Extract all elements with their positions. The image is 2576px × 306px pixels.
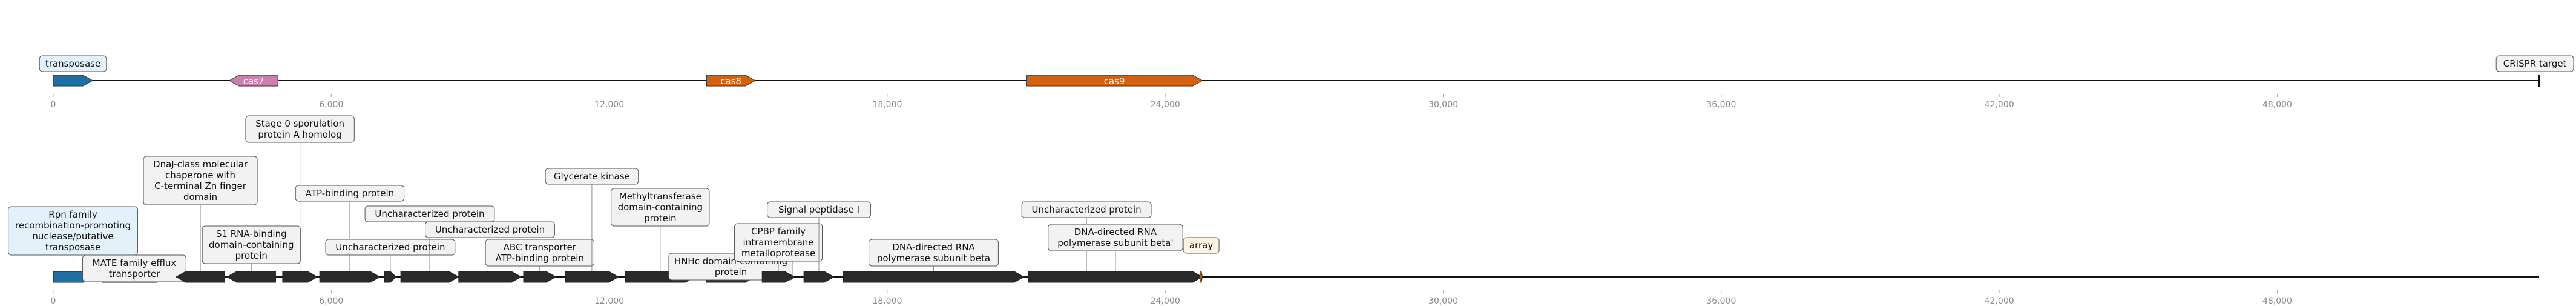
bottom-gene-5-label-text: ATP-binding protein (306, 188, 394, 199)
bottom-gene-5 (319, 271, 381, 283)
top-tick-label: 6,000 (319, 100, 343, 110)
crispr-target-label-box (2496, 55, 2574, 72)
bottom-gene-13-label-text: metalloprotease (741, 248, 815, 259)
bottom-gene-2 (175, 271, 225, 283)
bottom-gene-4 (282, 271, 318, 283)
bottom-gene-9-label-text: ATP-binding protein (496, 253, 584, 264)
bottom-gene-0-label-text: Rpn family (48, 209, 97, 220)
bottom-gene-3-label-text: domain-containing (209, 239, 294, 250)
top-tick-label: 24,000 (1151, 100, 1180, 110)
bottom-gene-9 (523, 271, 557, 283)
top-tick-label: 30,000 (1428, 100, 1458, 110)
top-tick-label: 48,000 (2262, 100, 2292, 110)
bottom-tick-label: 42,000 (1985, 296, 2014, 306)
bottom-gene-8-label-text: Uncharacterized protein (435, 224, 545, 235)
bottom-gene-14 (803, 271, 835, 283)
bottom-tick-label: 6,000 (319, 296, 343, 306)
bottom-gene-15 (843, 271, 1025, 283)
top-tick-label: 36,000 (1706, 100, 1736, 110)
bottom-gene-0-label-text: nuclease/putative (32, 231, 113, 242)
bottom-gene-0-label-text: transposase (45, 242, 100, 253)
top-tick-label: 42,000 (1985, 100, 2014, 110)
bottom-gene-8 (458, 271, 522, 283)
bottom-gene-11-label-text: domain-containing (618, 202, 703, 213)
bottom-gene-15-label-text: DNA-directed RNA (892, 242, 975, 253)
bottom-gene-10-label-text: Glycerate kinase (554, 171, 630, 182)
bottom-gene-16-label-text: Uncharacterized protein (1032, 204, 1142, 215)
bottom-tick-label: 12,000 (594, 296, 624, 306)
top-gene-transposase (53, 75, 94, 87)
bottom-gene-17 (1028, 271, 1203, 283)
bottom-tick-label: 30,000 (1428, 296, 1458, 306)
bottom-gene-0-label-text: recombination-promoting (15, 220, 131, 231)
bottom-tick-label: 48,000 (2262, 296, 2292, 306)
top-tick-label: 12,000 (594, 100, 624, 110)
bottom-gene-1-label-text: MATE family efflux (93, 258, 177, 268)
crispr-target-label-text: CRISPR target (2503, 58, 2567, 69)
bottom-gene-18 (1200, 271, 1203, 283)
bottom-tick-label: 36,000 (1706, 296, 1736, 306)
bottom-gene-3-label-text: S1 RNA-binding (216, 228, 287, 239)
top-gene-label-cas9: cas9 (1104, 76, 1125, 87)
bottom-gene-13-label-text: intramembrane (743, 237, 814, 248)
bottom-gene-13 (761, 271, 795, 283)
top-gene-label-cas8: cas8 (720, 76, 741, 87)
bottom-gene-10 (565, 271, 619, 283)
bottom-gene-6 (384, 271, 397, 283)
top-gene-cas8 (706, 75, 756, 87)
bottom-gene-18-label-text: array (1189, 240, 1213, 251)
top-transposase-label-text: transposase (45, 58, 100, 69)
bottom-gene-6-label-text: Uncharacterized protein (335, 242, 445, 253)
bottom-gene-2-label-text: DnaJ-class molecular (153, 159, 248, 170)
bottom-gene-2-label-text: domain (183, 191, 217, 202)
bottom-gene-9-label-text: ABC transporter (504, 242, 577, 253)
top-tick-label: 0 (51, 100, 56, 110)
bottom-gene-3 (226, 271, 276, 283)
bottom-gene-17-label-text: polymerase subunit beta' (1057, 238, 1173, 248)
bottom-tick-label: 18,000 (872, 296, 902, 306)
bottom-gene-11-label-text: protein (644, 213, 676, 224)
bottom-gene-7 (400, 271, 459, 283)
bottom-gene-2-label-text: chaperone with (165, 170, 235, 181)
bottom-gene-13-label-text: CPBP family (751, 226, 806, 237)
top-tick-label: 18,000 (872, 100, 902, 110)
top-gene-cas7 (228, 75, 278, 87)
bottom-gene-4-label-text: Stage 0 sporulation (255, 118, 344, 129)
bottom-gene-4-label-text: protein A homolog (258, 129, 341, 140)
bottom-tick-label: 24,000 (1151, 296, 1180, 306)
top-gene-label-cas7: cas7 (243, 76, 264, 87)
bottom-gene-2-label-text: C-terminal Zn finger (154, 181, 247, 191)
bottom-gene-3-label-text: protein (235, 250, 268, 261)
bottom-gene-14-label-text: Signal peptidase I (778, 204, 859, 215)
bottom-gene-15-label-text: polymerase subunit beta (877, 253, 990, 264)
bottom-tick-label: 0 (51, 296, 56, 306)
bottom-gene-7-label-text: Uncharacterized protein (375, 208, 484, 219)
bottom-gene-17-label-text: DNA-directed RNA (1074, 227, 1157, 238)
top-gene-cas9 (1026, 75, 1203, 87)
bottom-gene-11-label-text: Methyltransferase (619, 191, 702, 202)
